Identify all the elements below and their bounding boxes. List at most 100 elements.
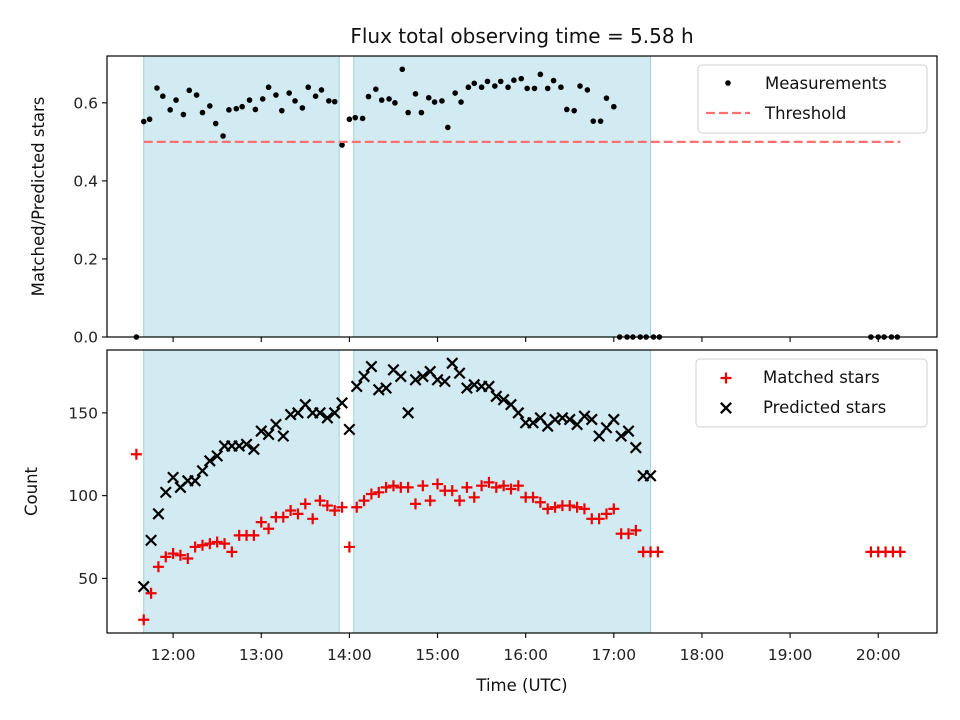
- legend-box: [695, 358, 928, 428]
- measurements-point: [292, 98, 298, 104]
- measurements-point: [346, 116, 353, 123]
- matched-stars-point: [630, 524, 642, 536]
- predicted-stars-point: [453, 367, 466, 380]
- measurements-point: [471, 80, 478, 87]
- measurements-point: [405, 109, 411, 116]
- measurements-point: [518, 75, 525, 82]
- predicted-stars-point: [159, 486, 172, 499]
- x-tick-label: 12:00: [151, 646, 196, 664]
- matched-stars-point: [336, 501, 348, 513]
- matched-stars-point: [549, 501, 561, 513]
- y-axis-label: Matched/Predicted stars: [29, 97, 48, 297]
- legend-measurements-label: Measurements: [765, 74, 887, 93]
- measurements-point: [478, 84, 485, 91]
- predicted-stars-point: [438, 375, 451, 388]
- predicted-stars-point: [203, 454, 216, 467]
- measurements-point: [558, 84, 564, 91]
- measurements-point: [207, 103, 213, 109]
- predicted-stars-point: [255, 425, 268, 438]
- predicted-stars-point: [365, 360, 378, 373]
- matched-stars-point: [593, 513, 605, 525]
- legend-threshold-label: Threshold: [764, 104, 846, 123]
- y-tick-label: 50: [78, 570, 98, 588]
- predicted-stars-point: [490, 390, 503, 403]
- predicted-stars-point: [277, 430, 290, 443]
- matched-stars-point: [409, 498, 421, 510]
- matched-stars-point: [402, 481, 414, 493]
- matched-stars-point: [542, 503, 554, 515]
- measurements-point: [265, 84, 272, 91]
- measurements-point: [226, 107, 232, 113]
- matched-stars-point: [189, 541, 201, 553]
- measurements-point: [465, 84, 472, 91]
- measurements-point: [326, 98, 332, 104]
- predicted-stars-point: [615, 430, 628, 443]
- predicted-stars-point: [629, 441, 642, 454]
- plot-frame: [106, 349, 938, 634]
- measurements-point: [359, 115, 366, 122]
- predicted-stars-point: [137, 580, 150, 593]
- y-tick-label: 100: [68, 487, 98, 505]
- matched-stars-point: [329, 505, 341, 517]
- measurements-point: [511, 77, 517, 83]
- observing-window-shade: [353, 349, 652, 634]
- matched-stars-point: [468, 491, 480, 503]
- measurements-point: [431, 99, 438, 105]
- matched-stars-point: [321, 500, 333, 512]
- measurements-point: [140, 118, 147, 125]
- measurements-point: [331, 98, 338, 105]
- x-tick-label: 19:00: [768, 646, 813, 664]
- x-tick-label: 17:00: [591, 646, 636, 664]
- y-axis-label: Count: [22, 466, 41, 516]
- matched-stars-point: [277, 511, 289, 523]
- predicted-stars-point: [336, 396, 349, 409]
- x-tick-label: 15:00: [415, 646, 460, 664]
- matched-stars-point: [498, 480, 510, 492]
- measurements-point: [425, 94, 432, 101]
- predicted-stars-point: [314, 406, 326, 419]
- predicted-stars-point: [152, 507, 165, 520]
- predicted-stars-point: [622, 425, 635, 438]
- measurements-point: [418, 109, 425, 116]
- x-tick-label: 16:00: [503, 646, 548, 664]
- matched-stars-point: [130, 448, 142, 460]
- y-tick-label: 0.4: [73, 172, 98, 190]
- matched-stars-point: [314, 495, 326, 507]
- predicted-stars-point: [167, 471, 180, 484]
- measurements-point: [146, 116, 153, 123]
- x-tick-label: 18:00: [680, 646, 725, 664]
- matched-stars-point: [182, 553, 194, 565]
- matched-stars-point: [571, 501, 583, 513]
- legend-matched-stars-marker: [720, 372, 732, 384]
- measurements-point: [577, 83, 583, 89]
- matched-stars-point: [263, 523, 275, 535]
- matched-stars-point: [578, 503, 590, 515]
- chart-title: Flux total observing time = 5.58 h: [350, 24, 693, 48]
- measurements-point: [199, 109, 206, 116]
- measurements-point: [167, 107, 173, 113]
- predicted-stars-point: [211, 449, 224, 462]
- matched-stars-point: [160, 551, 172, 563]
- y-tick-label: 150: [68, 404, 98, 422]
- predicted-stars-point: [482, 380, 495, 393]
- measurements-point: [246, 97, 253, 103]
- measurements-point: [439, 98, 445, 104]
- measurements-point: [365, 93, 372, 100]
- measurements-point: [445, 124, 451, 131]
- measurements-point: [173, 97, 179, 103]
- measurements-point: [571, 107, 577, 114]
- predicted-stars-point: [394, 370, 407, 383]
- measurements-point: [154, 85, 160, 91]
- measurements-point: [252, 106, 259, 113]
- measurements-point: [452, 90, 458, 96]
- predicted-stars-point: [497, 393, 510, 406]
- measurements-point: [597, 118, 604, 124]
- measurements-point: [531, 85, 538, 92]
- measurements-point: [386, 96, 392, 102]
- predicted-stars-point: [196, 464, 209, 477]
- matched-stars-point: [152, 561, 164, 573]
- matched-stars-point: [174, 549, 186, 561]
- matched-stars-point: [255, 516, 267, 528]
- measurements-point: [505, 84, 511, 91]
- matched-stars-point: [138, 614, 150, 626]
